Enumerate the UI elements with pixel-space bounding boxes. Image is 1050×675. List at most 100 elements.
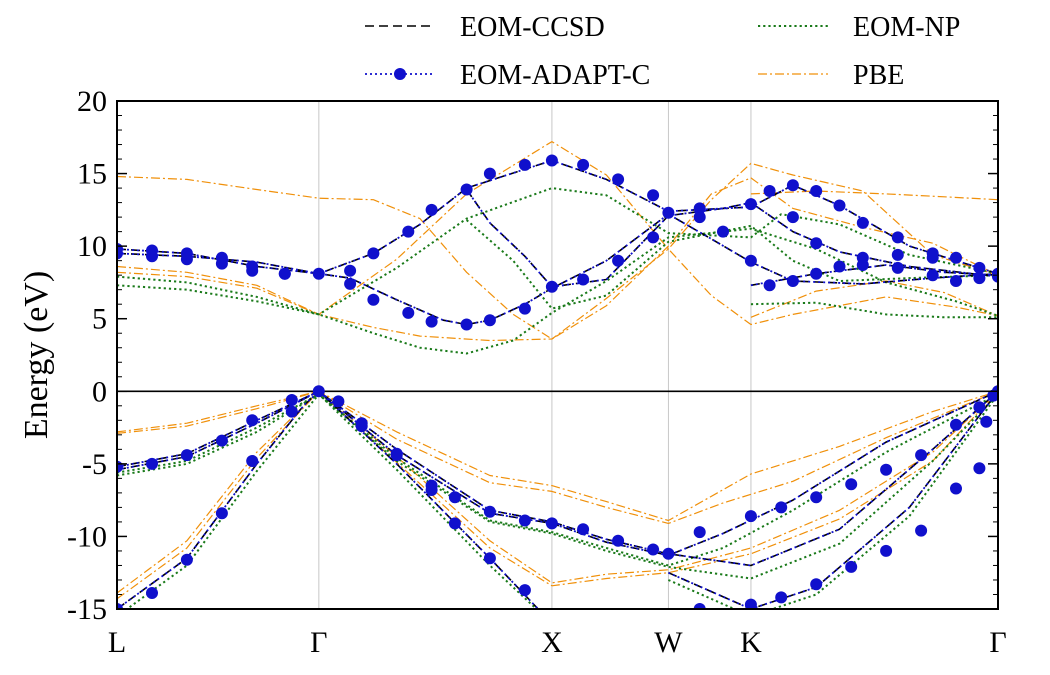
series-1-marker-30 (146, 587, 158, 599)
series-1-marker-100 (693, 211, 706, 224)
series-1-marker-76 (833, 199, 846, 212)
series-1-marker-1 (146, 457, 158, 470)
series-1-marker-20 (744, 510, 757, 523)
y-tick-label-2: -5 (82, 448, 107, 481)
series-1-marker-105 (810, 267, 823, 280)
series-1-marker-113 (786, 211, 799, 224)
series-1-marker-65 (518, 158, 531, 171)
series-1-marker-60 (367, 247, 380, 260)
series-1-marker-63 (460, 183, 473, 196)
series-1-marker-37 (425, 484, 438, 496)
series-1-marker-104 (786, 275, 799, 287)
series-2-band-1 (117, 393, 998, 567)
series-1-marker-83 (117, 247, 123, 260)
series-1-marker-39 (483, 552, 496, 565)
series-1-marker-103 (763, 279, 776, 292)
series-1-marker-98 (612, 254, 625, 267)
series-3-band-2 (117, 390, 998, 594)
legend-label-0: EOM-CCSD (460, 12, 605, 43)
series-1-marker-68 (612, 173, 625, 186)
series-1-marker-12 (483, 505, 496, 518)
series-1-marker-50 (980, 415, 993, 428)
series-1-marker-85 (180, 253, 193, 266)
series-2-band-0 (117, 393, 998, 580)
x-kpoint-label-5: Γ (989, 626, 1006, 659)
series-0-band-6 (465, 189, 998, 288)
bands-layer (117, 141, 998, 609)
series-1-marker-88 (278, 267, 291, 280)
series-1-marker-24 (880, 463, 893, 476)
series-1-marker-116 (891, 248, 904, 261)
legend-label-3: PBE (853, 60, 904, 91)
series-1-marker-67 (577, 158, 590, 171)
series-1-marker-46 (880, 544, 893, 557)
series-1-marker-45 (845, 560, 858, 573)
series-1-marker-80 (950, 251, 962, 264)
legend-label-1: EOM-ADAPT-C (460, 60, 650, 91)
series-1-marker-49 (973, 462, 986, 475)
series-1-marker-71 (693, 202, 706, 215)
series-1-marker-19 (693, 526, 706, 539)
x-kpoint-label-0: L (108, 626, 126, 659)
series-2-band-5 (117, 187, 998, 316)
x-kpoint-label-4: K (740, 626, 762, 659)
series-1-marker-86 (215, 257, 228, 270)
series-1-marker-84 (146, 250, 158, 263)
series-2-band-4 (117, 227, 998, 355)
series-1-marker-78 (891, 231, 904, 244)
y-tick-label-7: 20 (77, 85, 107, 118)
series-1-marker-21 (775, 501, 788, 514)
series-1-marker-36 (390, 447, 403, 460)
series-1-marker-47 (915, 524, 928, 537)
series-1-marker-2 (180, 449, 193, 462)
series-1-marker-62 (425, 203, 438, 216)
series-1-marker-114 (810, 237, 823, 250)
series-1-marker-72 (744, 198, 757, 211)
series-1-marker-31 (180, 553, 193, 566)
series-1-marker-43 (775, 591, 788, 604)
series-1-marker-92 (425, 315, 438, 328)
series-1-marker-58 (312, 267, 325, 280)
series-3-band-8 (750, 280, 998, 318)
y-tick-label-4: 5 (92, 303, 107, 336)
series-1-band-0 (117, 390, 540, 609)
series-1-marker-44 (810, 578, 823, 591)
series-1-marker-93 (460, 318, 473, 331)
series-1-marker-59 (344, 264, 357, 277)
plot-frame (116, 100, 999, 610)
series-1-marker-69 (647, 189, 660, 202)
series-1-marker-96 (545, 280, 558, 293)
series-1-marker-16 (612, 534, 625, 547)
series-2-band-7 (750, 301, 998, 319)
series-1-marker-102 (744, 254, 757, 267)
series-1-marker-95 (518, 302, 531, 315)
y-axis-ticks: -15 -10 -5 0 5 10 15 20 (67, 85, 998, 626)
x-kpoint-label-3: W (654, 626, 683, 659)
y-axis-label: Energy (eV) (18, 271, 55, 439)
series-1-marker-90 (367, 293, 380, 306)
series-1-marker-5 (285, 394, 298, 406)
series-3 (117, 141, 998, 600)
series-1-marker-18 (662, 547, 675, 560)
legend-label-2: EOM-NP (853, 12, 960, 43)
series-1-marker-108 (891, 261, 904, 274)
series-1-band-7 (750, 264, 998, 287)
series-3-band-7 (750, 190, 998, 201)
series-1-marker-34 (285, 405, 298, 418)
y-tick-label-6: 15 (77, 158, 107, 191)
series-1-marker-112 (992, 270, 998, 283)
series-1-marker-51 (987, 389, 998, 402)
series-1-marker-11 (448, 491, 461, 504)
series-1-marker-15 (577, 523, 590, 536)
series-1-band-6 (465, 188, 998, 288)
series-1-marker-7 (332, 395, 345, 408)
series-1-marker-101 (717, 225, 729, 238)
series-1-marker-111 (973, 272, 986, 285)
series-1-marker-41 (693, 603, 706, 609)
series-1-marker-29 (117, 603, 123, 609)
series-1-marker-6 (312, 385, 325, 398)
series-3-band-6 (117, 175, 998, 340)
x-kpoint-label-1: Γ (310, 626, 327, 659)
